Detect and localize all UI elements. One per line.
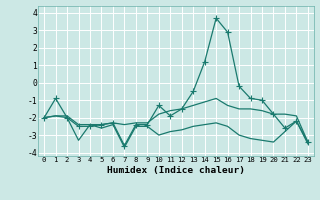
X-axis label: Humidex (Indice chaleur): Humidex (Indice chaleur) [107, 166, 245, 175]
